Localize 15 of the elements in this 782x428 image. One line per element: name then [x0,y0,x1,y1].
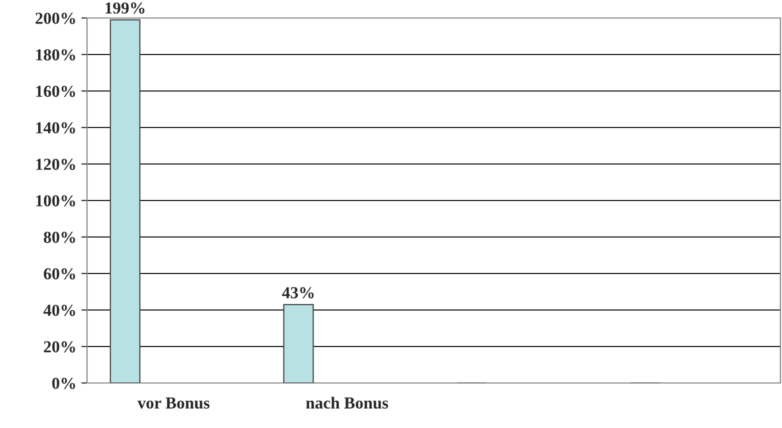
y-tick-label: 140% [36,122,76,134]
y-tick-label: 120% [36,158,76,170]
y-tick-label: 80% [44,232,76,243]
y-tick-label: 180% [36,49,76,60]
y-tick-label: 100% [36,195,76,206]
y-tick-label: 60% [44,268,76,280]
y-tick-label: 200% [36,12,76,24]
y-tick-label: 0% [52,378,76,389]
x-tick-label: nach Bonus [306,396,388,409]
data-label: 199% [106,2,144,14]
y-tick-label: 40% [43,304,76,316]
y-tick-label: 160% [36,86,76,97]
x-tick-label: vor Bonus [137,398,210,409]
data-label: 43% [282,287,314,298]
y-tick-label: 20% [44,341,76,352]
